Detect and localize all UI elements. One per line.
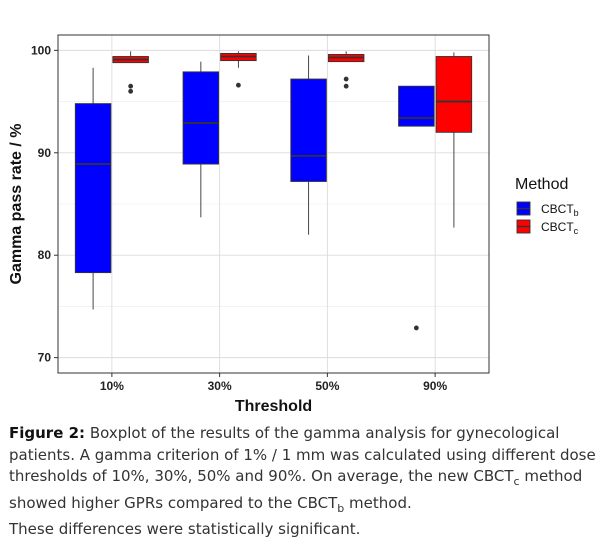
- box-group: [398, 85, 435, 331]
- box-body: [74, 103, 112, 274]
- caption-text-2: method showed higher GPRs compared to th…: [9, 467, 583, 512]
- box-group: [112, 51, 149, 94]
- x-tick-label: 90%: [423, 379, 447, 393]
- box-group: [327, 51, 365, 89]
- panel-border: [57, 34, 490, 374]
- y-tick-label: 80: [38, 248, 52, 262]
- box-body: [398, 85, 435, 127]
- y-tick-label: 100: [31, 43, 51, 57]
- y-tick-label: 90: [38, 146, 52, 160]
- y-tick-layer: 70 80 90 100: [31, 43, 58, 365]
- caption-text-3: method.: [344, 493, 412, 512]
- box-group: [435, 52, 473, 228]
- caption-subscript-b: b: [337, 501, 345, 515]
- legend-label: CBCTb: [541, 202, 579, 218]
- box-group: [182, 61, 220, 218]
- box-group: [290, 55, 327, 235]
- caption-label: Figure 2:: [9, 424, 86, 442]
- box-layer: [74, 51, 473, 331]
- legend-title: Method: [515, 176, 568, 193]
- box-body: [182, 71, 220, 165]
- boxplot-figure: 70 80 90 100 10% 30% 50% 90% Threshold Gamma p…: [8, 34, 579, 415]
- outlier-point: [413, 325, 419, 331]
- caption-text-4: These differences were statistically sig…: [9, 520, 361, 538]
- x-tick-label: 50%: [315, 379, 339, 393]
- outlier-point: [128, 88, 134, 94]
- x-tick-layer: 10% 30% 50% 90%: [100, 373, 447, 393]
- outlier-point: [236, 82, 241, 88]
- y-tick-label: 70: [38, 351, 52, 365]
- x-axis-title: Threshold: [235, 398, 312, 415]
- box-body: [435, 56, 473, 133]
- outlier-point: [128, 83, 134, 89]
- x-tick-label: 10%: [100, 379, 124, 393]
- outlier-point: [343, 76, 349, 82]
- grid-layer: [58, 35, 489, 373]
- legend-label: CBCTc: [541, 220, 579, 236]
- x-tick-label: 30%: [208, 379, 232, 393]
- box-body: [290, 78, 327, 182]
- box-group: [220, 51, 257, 88]
- outlier-point: [343, 83, 349, 89]
- figure-caption: Figure 2: Boxplot of the results of the …: [9, 423, 599, 541]
- caption-subscript-c: c: [513, 475, 520, 488]
- box-group: [74, 67, 112, 310]
- y-axis-title: Gamma pass rate / %: [8, 124, 25, 285]
- legend: Method CBCTb CBCTc: [515, 176, 579, 236]
- caption-text-1: Boxplot of the results of the gamma anal…: [9, 424, 596, 485]
